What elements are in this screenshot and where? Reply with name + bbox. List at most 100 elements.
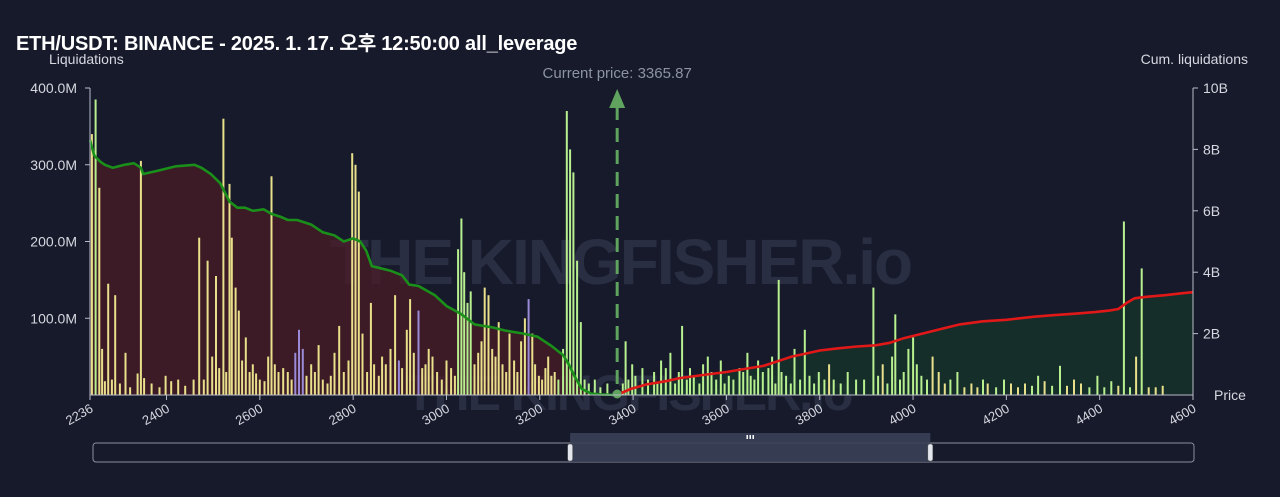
x-tick-label: 2400	[139, 401, 172, 428]
liquidation-bar	[255, 373, 258, 395]
liquidation-bar	[469, 291, 472, 395]
liquidation-bar	[384, 364, 387, 395]
range-slider[interactable]	[92, 433, 1195, 463]
liquidation-bar	[606, 383, 609, 395]
liquidation-bar	[931, 356, 934, 395]
liquidation-bar	[377, 375, 380, 395]
liquidation-bar	[118, 383, 121, 395]
y-right-tick-label: 6B	[1203, 203, 1220, 219]
liquidation-bar	[1110, 381, 1113, 395]
liquidation-bar	[150, 383, 153, 395]
liquidation-bar	[516, 372, 519, 395]
range-slider-grip[interactable]	[746, 435, 754, 439]
liquidation-bar	[248, 372, 251, 395]
liquidation-bar	[361, 333, 364, 395]
liquidation-bar	[94, 99, 97, 395]
liquidation-bar	[487, 295, 490, 395]
liquidation-bar	[677, 372, 680, 395]
liquidation-bar	[244, 337, 247, 395]
y-left-ticks: 100.0M 200.0M 300.0M 400.0M	[30, 80, 90, 326]
liquidation-bar	[621, 383, 624, 395]
x-axis-ticks: 2236 2400 2600 2800 3000 3200 3400 3600 3800 4000…	[63, 395, 1199, 428]
liquidation-bar	[139, 160, 142, 395]
y-left-tick-label: 400.0M	[30, 80, 77, 96]
liquidation-bar	[956, 372, 959, 395]
liquidation-bar	[986, 383, 989, 395]
liquidation-bar	[273, 364, 276, 395]
y-left-tick-label: 200.0M	[30, 234, 77, 250]
liquidation-bar	[222, 118, 225, 395]
liquidation-bar	[541, 379, 544, 395]
liquidation-bar	[286, 372, 289, 395]
liquidation-bar	[347, 360, 350, 395]
liquidation-bar	[839, 383, 842, 395]
liquidation-bar	[477, 352, 480, 395]
liquidation-bar	[583, 379, 586, 395]
liquidation-bar	[417, 310, 420, 395]
liquidation-bar	[258, 379, 261, 395]
liquidation-bar	[351, 153, 354, 395]
liquidation-bar	[907, 348, 910, 395]
liquidation-bar	[445, 360, 448, 395]
liquidation-bar	[1117, 385, 1120, 395]
liquidation-bar	[270, 176, 273, 395]
y-left-tick-label: 100.0M	[30, 310, 77, 326]
liquidation-bar	[828, 364, 831, 395]
liquidation-bar	[669, 352, 672, 395]
liquidation-bar	[373, 364, 376, 395]
liquidation-bar	[706, 356, 709, 395]
liquidation-bar	[817, 372, 820, 395]
x-tick-label: 2236	[63, 401, 96, 428]
liquidation-bar	[537, 375, 540, 395]
liquidation-bar	[251, 364, 254, 395]
liquidation-bar	[234, 287, 237, 395]
range-slider-handle-left[interactable]	[567, 443, 573, 462]
liquidation-bar	[881, 364, 884, 395]
liquidation-bar	[170, 381, 173, 395]
liquidation-bar	[483, 287, 486, 395]
liquidation-bar	[1154, 387, 1157, 395]
liquidation-bar	[641, 368, 644, 395]
liquidation-bar	[803, 329, 806, 395]
liquidation-bar	[698, 383, 701, 395]
liquidation-bar	[777, 279, 780, 395]
liquidation-bar	[599, 387, 602, 395]
liquidation-bar	[394, 295, 397, 395]
liquidation-bar	[789, 383, 792, 395]
liquidation-bar	[440, 379, 443, 395]
liquidation-bar	[761, 372, 764, 395]
range-slider-handle-right[interactable]	[927, 443, 934, 462]
liquidation-bar	[631, 364, 634, 395]
liquidation-bar	[110, 379, 113, 395]
liquidation-bar	[732, 379, 735, 395]
liquidation-bar	[460, 218, 463, 395]
liquidation-bar	[565, 111, 568, 395]
liquidation-bar	[409, 299, 412, 395]
liquidation-bar	[326, 383, 329, 395]
liquidation-bar	[1017, 387, 1019, 395]
liquidation-bar	[1066, 385, 1068, 395]
liquidation-bar	[192, 379, 195, 395]
liquidation-bar	[494, 356, 497, 395]
liquidation-bar	[771, 356, 774, 395]
liquidation-bar	[647, 379, 649, 395]
liquidation-bar	[877, 375, 880, 395]
x-tick-label: 4200	[979, 401, 1012, 428]
liquidation-bar	[808, 375, 811, 395]
liquidation-bar	[466, 302, 469, 395]
liquidation-bar	[742, 372, 745, 395]
liquidation-bar	[298, 329, 300, 395]
liquidation-bar	[1051, 385, 1054, 395]
liquidation-bar	[329, 375, 332, 395]
liquidation-bar	[453, 375, 456, 395]
liquidation-bar	[508, 333, 511, 395]
liquidation-bar	[294, 352, 297, 395]
liquidation-bar	[544, 368, 547, 395]
liquidation-bar	[995, 387, 998, 395]
liquidation-bar	[338, 325, 341, 395]
liquidation-bar	[534, 364, 537, 395]
liquidation-bar	[501, 364, 504, 395]
liquidation-bar	[218, 368, 221, 395]
liquidation-bar	[497, 322, 500, 395]
